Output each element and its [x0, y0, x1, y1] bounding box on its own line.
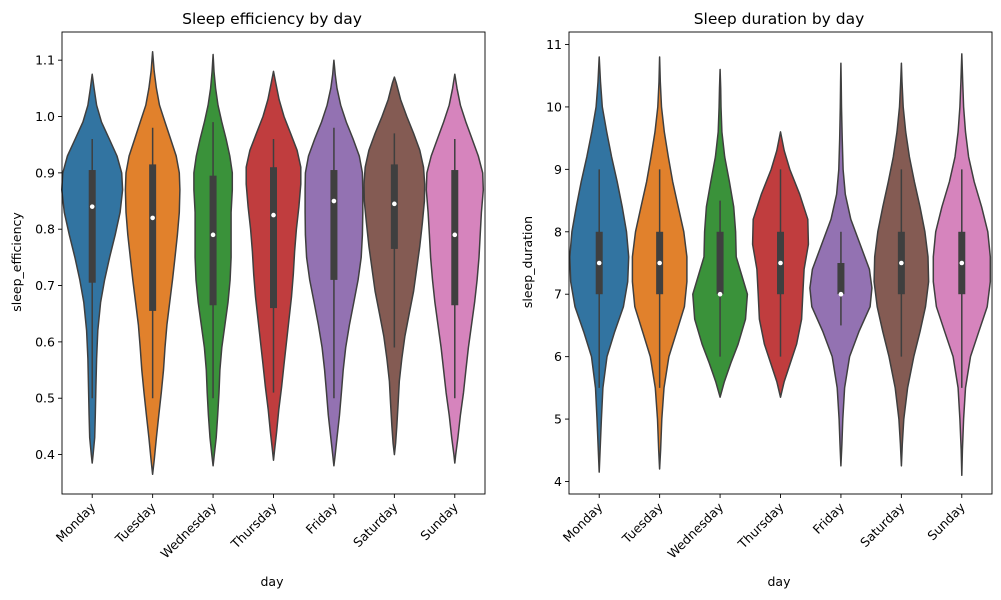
y-tick-label: 0.5	[35, 391, 55, 406]
box-thursday	[270, 167, 277, 309]
y-tick-label: 7	[554, 287, 562, 302]
y-tick-label: 1.0	[35, 109, 55, 124]
median-saturday	[899, 260, 904, 266]
median-thursday	[271, 212, 276, 218]
median-wednesday	[210, 232, 216, 238]
y-tick-label: 9	[554, 162, 562, 177]
y-axis-label: sleep_efficiency	[9, 212, 24, 312]
y-axis-label: sleep_duration	[520, 216, 535, 308]
box-friday	[330, 170, 338, 280]
x-tick-label: Sunday	[417, 499, 461, 543]
y-tick-label: 0.4	[35, 447, 55, 462]
y-tick-label: 6	[554, 349, 562, 364]
y-tick-label: 8	[554, 224, 562, 239]
chart-title: Sleep duration by day	[694, 10, 865, 28]
x-tick-label: Tuesday	[618, 499, 666, 547]
x-tick-label: Sunday	[924, 499, 968, 543]
median-monday	[596, 260, 602, 266]
x-tick-label: Friday	[810, 499, 848, 537]
x-tick-label: Friday	[303, 499, 341, 537]
x-tick-label: Monday	[560, 499, 606, 545]
box-wednesday	[716, 231, 724, 295]
median-friday	[331, 198, 337, 204]
box-wednesday	[209, 175, 217, 306]
x-tick-label: Saturday	[350, 499, 401, 550]
y-tick-label: 0.6	[35, 334, 55, 349]
median-friday	[838, 291, 844, 297]
y-tick-label: 0.9	[35, 165, 55, 180]
y-tick-label: 5	[554, 412, 562, 427]
x-tick-label: Monday	[53, 499, 99, 545]
y-tick-label: 4	[554, 474, 562, 489]
x-tick-label: Saturday	[857, 499, 908, 550]
median-sunday	[452, 232, 458, 238]
box-sunday	[451, 170, 459, 306]
sleep-duration-chart: Sleep duration by day day sleep_duration…	[520, 10, 993, 589]
box-monday	[88, 170, 96, 283]
box-tuesday	[149, 164, 157, 311]
median-tuesday	[657, 260, 662, 266]
median-thursday	[778, 260, 783, 266]
chart-title: Sleep efficiency by day	[182, 10, 362, 28]
y-tick-label: 0.8	[35, 222, 55, 237]
x-tick-label: Thursday	[734, 499, 787, 552]
median-sunday	[959, 260, 965, 266]
x-axis-label: day	[768, 574, 792, 589]
y-tick-label: 0.7	[35, 278, 55, 293]
x-tick-label: Wednesday	[664, 499, 726, 561]
x-tick-label: Tuesday	[111, 499, 159, 547]
median-tuesday	[150, 215, 155, 221]
median-saturday	[392, 201, 397, 207]
box-friday	[837, 263, 845, 295]
x-tick-label: Wednesday	[157, 499, 219, 561]
median-wednesday	[717, 291, 723, 297]
x-axis-label: day	[261, 574, 285, 589]
y-tick-label: 10	[546, 99, 562, 114]
median-monday	[89, 204, 95, 209]
sleep-efficiency-chart: Sleep efficiency by day day sleep_effici…	[9, 10, 486, 589]
y-tick-label: 11	[546, 37, 562, 52]
y-tick-label: 1.1	[35, 53, 55, 68]
x-tick-label: Thursday	[227, 499, 280, 552]
box-saturday	[390, 164, 398, 249]
